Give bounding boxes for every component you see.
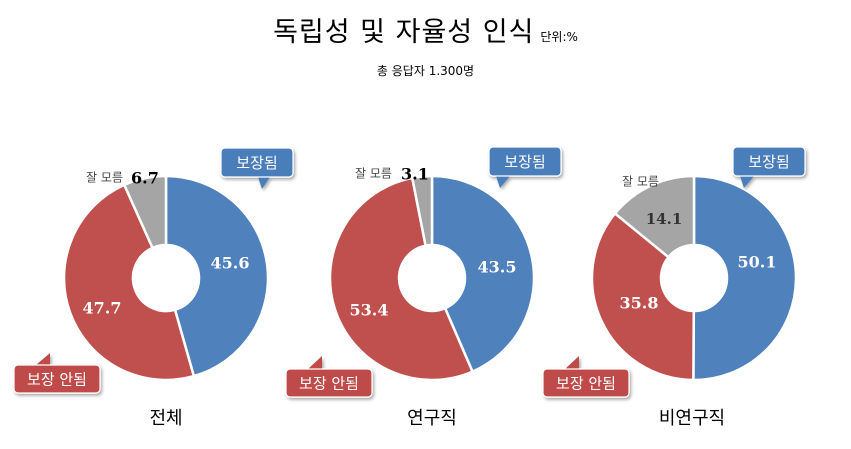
value-label-not-secured: 35.8 [620, 294, 659, 313]
slice-secured [430, 174, 536, 374]
slice-dont-know [122, 174, 168, 250]
dont-know-label: 잘 모름 [622, 175, 659, 189]
value-label-not-secured: 47.7 [83, 299, 122, 318]
not-secured-callout-tail [36, 353, 50, 365]
secured-callout-box [488, 146, 562, 177]
not-secured-callout: 보장 안됨 [285, 356, 373, 398]
value-label-dont-know: 14.1 [646, 210, 683, 228]
slice-secured [164, 174, 270, 378]
secured-callout-box [732, 146, 806, 177]
not-secured-callout-tail [308, 356, 322, 369]
not-secured-callout: 보장 안됨 [542, 356, 630, 398]
not-secured-callout-tail [565, 356, 579, 369]
dont-know-label: 잘 모름 [86, 171, 123, 185]
title-text: 독립성 및 자율성 인식 [273, 17, 535, 48]
slice-secured [692, 174, 798, 382]
secured-callout: 보장됨 [732, 146, 806, 188]
not-secured-callout-box [285, 368, 373, 398]
chart-name-label: 연구직 [407, 408, 457, 429]
value-label-secured: 50.1 [738, 253, 777, 272]
value-label-secured: 43.5 [478, 258, 517, 277]
secured-callout-tail [258, 177, 270, 189]
not-secured-callout-box [13, 364, 101, 394]
secured-callout-box [220, 147, 294, 178]
secured-callout-text: 보장됨 [236, 154, 277, 172]
not-secured-callout-text: 보장 안됨 [556, 375, 616, 393]
slice-dont-know [613, 174, 696, 259]
value-label-not-secured: 53.4 [350, 301, 389, 320]
not-secured-callout: 보장 안됨 [13, 353, 101, 394]
secured-callout-text: 보장됨 [748, 153, 789, 171]
slice-not-secured [590, 211, 696, 382]
secured-callout-text: 보장됨 [504, 153, 545, 171]
respondents-subtitle: 총 응답자 1.300명 [376, 64, 475, 78]
secured-callout: 보장됨 [488, 146, 562, 188]
chart-name-label: 전체 [149, 408, 182, 429]
slice-not-secured [62, 183, 196, 382]
value-label-dont-know: 6.7 [131, 169, 159, 188]
slice-not-secured [328, 176, 475, 382]
secured-callout-tail [740, 176, 754, 188]
secured-callout-tail [496, 176, 510, 188]
slice-dont-know [410, 174, 434, 248]
value-label-secured: 45.6 [211, 254, 250, 273]
not-secured-callout-text: 보장 안됨 [299, 375, 359, 393]
value-label-dont-know: 3.1 [401, 165, 429, 184]
unit-label: 단위:% [540, 30, 578, 44]
not-secured-callout-text: 보장 안됨 [27, 371, 87, 389]
chart-name-label: 비연구직 [659, 408, 725, 429]
dont-know-label: 잘 모름 [355, 167, 392, 181]
secured-callout: 보장됨 [220, 147, 294, 189]
not-secured-callout-box [542, 368, 630, 398]
chart-title: 독립성 및 자율성 인식 단위:% [0, 10, 851, 49]
